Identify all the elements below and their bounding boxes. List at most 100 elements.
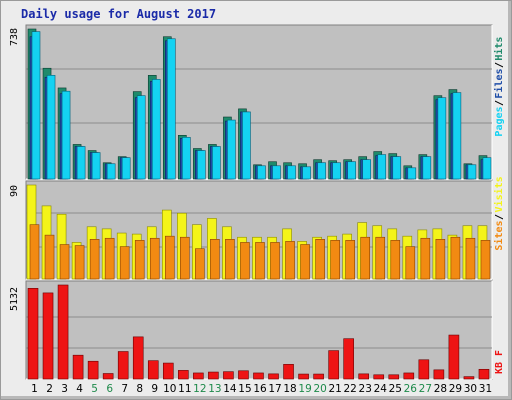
bar-sites <box>330 240 340 280</box>
bar-kbf <box>42 292 54 380</box>
bar-kbf <box>418 359 430 380</box>
bar-hits <box>422 156 432 180</box>
bar-kbf <box>253 372 264 380</box>
x-tick-day-6: 6 <box>106 383 113 395</box>
bar-kbf <box>57 284 69 380</box>
bar-kbf <box>328 350 339 380</box>
bar-hits <box>76 146 86 180</box>
x-tick-day-10: 10 <box>163 383 176 395</box>
bar-hits <box>362 159 372 180</box>
x-tick-day-30: 30 <box>464 383 477 395</box>
x-tick-day-29: 29 <box>449 383 462 395</box>
bar-hits <box>151 79 161 180</box>
bar-hits <box>257 165 266 180</box>
bar-kbf <box>178 370 189 380</box>
x-tick-day-15: 15 <box>238 383 251 395</box>
bar-hits <box>347 161 356 180</box>
x-tick-day-16: 16 <box>253 383 267 395</box>
x-tick-day-12: 12 <box>193 383 206 395</box>
bar-sites <box>89 239 100 280</box>
bar-kbf <box>373 374 385 380</box>
bar-hits <box>182 137 191 180</box>
bar-sites <box>270 242 280 280</box>
bar-hits <box>332 162 341 180</box>
bar-sites <box>164 235 175 280</box>
bar-hits <box>302 166 311 180</box>
x-tick-day-17: 17 <box>268 383 281 395</box>
bar-kbf <box>343 338 354 380</box>
bar-sites <box>435 239 446 280</box>
bar-sites <box>390 240 401 280</box>
legend-hits: Hits <box>493 37 505 61</box>
x-tick-day-28: 28 <box>434 383 447 395</box>
legend-kb-f: KB F <box>494 350 505 374</box>
y-max-label-pages: 738 <box>9 28 20 46</box>
bar-kbf <box>298 373 309 380</box>
bar-sites <box>420 237 431 280</box>
bar-sites <box>375 236 386 280</box>
bar-hits <box>106 163 116 180</box>
bar-sites <box>255 242 265 280</box>
bar-hits <box>197 150 206 180</box>
bar-kbf <box>147 360 159 380</box>
panel-background <box>25 280 493 380</box>
x-tick-day-5: 5 <box>91 383 98 395</box>
bar-hits <box>121 157 131 180</box>
x-tick-day-20: 20 <box>313 383 326 395</box>
bar-sites <box>29 224 40 280</box>
bar-hits <box>136 95 146 180</box>
bar-sites <box>225 239 235 280</box>
bar-kbf <box>162 362 174 380</box>
legend-files: Files <box>493 68 505 98</box>
bar-sites <box>240 242 250 280</box>
bar-sites <box>450 236 461 280</box>
y-max-label-kbf: 5132 <box>9 287 20 311</box>
legend-separator: / <box>494 100 505 106</box>
x-tick-day-7: 7 <box>121 383 128 395</box>
x-tick-day-26: 26 <box>404 383 418 395</box>
bar-hits <box>482 157 492 180</box>
bar-kbf <box>27 288 39 380</box>
bar-hits <box>227 119 236 180</box>
bar-kbf <box>388 374 400 380</box>
bar-kbf <box>72 354 84 380</box>
bar-kbf <box>268 373 279 380</box>
bar-kbf <box>223 371 234 380</box>
legend-separator: / <box>494 214 505 220</box>
bar-sites <box>195 248 205 280</box>
panel-background <box>25 24 493 180</box>
bar-kbf <box>208 371 219 380</box>
bar-hits <box>317 162 326 180</box>
bar-sites <box>210 239 220 280</box>
bar-hits <box>272 165 281 180</box>
bar-kbf <box>403 372 415 380</box>
bar-kbf <box>463 376 475 380</box>
bar-sites <box>480 240 491 280</box>
bar-kbf <box>313 373 324 380</box>
bar-hits <box>467 164 477 180</box>
bar-kbf <box>448 334 460 380</box>
bar-hits <box>212 146 221 180</box>
x-tick-day-23: 23 <box>359 383 372 395</box>
bar-sites <box>345 240 355 280</box>
bar-sites <box>119 246 130 280</box>
x-tick-day-8: 8 <box>136 383 143 395</box>
bar-sites <box>74 245 85 280</box>
legend-pages: Pages <box>494 106 505 136</box>
x-tick-day-2: 2 <box>46 383 53 395</box>
legend-separator: / <box>494 62 505 68</box>
x-tick-day-18: 18 <box>283 383 296 395</box>
bar-hits <box>377 154 387 180</box>
x-tick-day-11: 11 <box>178 383 191 395</box>
x-tick-day-24: 24 <box>374 383 388 395</box>
x-tick-day-1: 1 <box>31 383 38 395</box>
bar-hits <box>392 156 402 180</box>
bar-kbf <box>358 373 370 380</box>
bar-hits <box>437 97 447 180</box>
frame-shadow-bottom <box>1 396 511 399</box>
bar-hits <box>407 167 417 180</box>
bar-kbf <box>117 351 129 380</box>
bar-hits <box>166 38 176 180</box>
